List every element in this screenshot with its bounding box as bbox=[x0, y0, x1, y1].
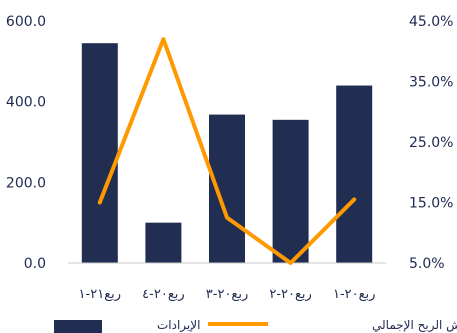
left-axis-tick-label: 200.0 bbox=[6, 175, 46, 191]
legend-label-bar: الإيرادات bbox=[157, 318, 200, 333]
bar bbox=[81, 43, 118, 263]
right-axis-tick-label: 15.0% bbox=[409, 196, 453, 212]
left-axis-tick-label: 400.0 bbox=[6, 95, 46, 111]
category-label: ربع٢٠-٤ bbox=[142, 287, 184, 302]
left-axis-tick-label: 600.0 bbox=[6, 14, 46, 30]
legend-item-bar: الإيرادات bbox=[54, 318, 200, 333]
line-series bbox=[97, 37, 357, 265]
bar bbox=[336, 85, 373, 264]
left-axis: 0.0 200.0 400.0 600.0 bbox=[6, 14, 46, 272]
bar bbox=[272, 119, 309, 263]
right-axis: 5.0% 15.0% 25.0% 35.0% 45.0% bbox=[409, 14, 453, 272]
right-axis-tick-label: 25.0% bbox=[409, 135, 453, 151]
legend-bar-swatch bbox=[54, 320, 102, 333]
bar bbox=[209, 114, 245, 263]
category-label: ربع٢١-١ bbox=[79, 287, 121, 302]
right-axis-tick-label: 5.0% bbox=[409, 256, 445, 272]
bar bbox=[145, 222, 182, 263]
legend: هامش الربح الإجمالي الإيرادات bbox=[54, 318, 457, 333]
right-axis-tick-label: 35.0% bbox=[409, 75, 453, 91]
left-axis-tick-label: 0.0 bbox=[24, 256, 46, 272]
right-axis-tick-label: 45.0% bbox=[409, 14, 453, 30]
bars bbox=[81, 43, 373, 264]
category-label: ربع٢٠-٢ bbox=[269, 287, 311, 302]
category-label: ربع٢٠-٣ bbox=[206, 287, 248, 302]
legend-label-line: هامش الربح الإجمالي bbox=[372, 318, 457, 333]
category-label: ربع٢٠-١ bbox=[333, 287, 375, 302]
legend-item-line: هامش الربح الإجمالي bbox=[208, 318, 457, 333]
x-axis-categories: ربع٢١-١ ربع٢٠-٤ ربع٢٠-٣ ربع٢٠-٢ ربع٢٠-١ bbox=[79, 287, 376, 302]
